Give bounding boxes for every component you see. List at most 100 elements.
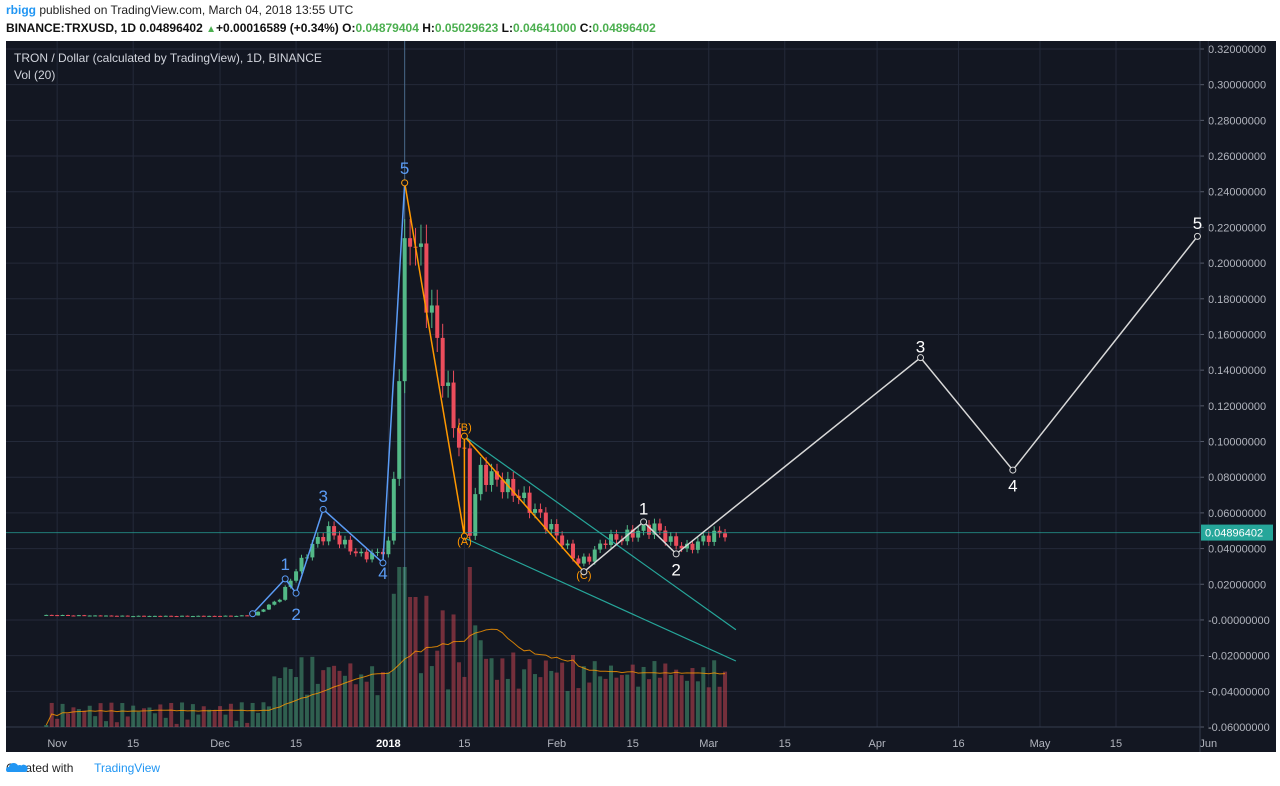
y-tick-label: 0.30000000 (1208, 80, 1266, 92)
candle-body (190, 616, 195, 618)
candle-body (71, 615, 76, 617)
volume-bar (147, 707, 152, 727)
candle-body (391, 478, 396, 541)
volume-bar (218, 706, 223, 727)
y-tick-label: -0.02000000 (1208, 651, 1270, 663)
candle-body (315, 537, 320, 544)
candle-body (277, 599, 282, 602)
y-tick-label: 0.20000000 (1208, 258, 1266, 270)
price-change: +0.00016589 (+0.34%) (216, 21, 339, 35)
volume-bar (641, 666, 646, 727)
candle-body (261, 609, 266, 612)
candle-body (104, 615, 109, 617)
volume-bar (516, 688, 521, 727)
volume-bar (636, 686, 641, 727)
price-chart[interactable]: 0.32000000 0.30000000 0.28000000 0.26000000… (6, 41, 1276, 752)
close-label: C: (579, 21, 593, 35)
ohlc-line: BINANCE:TRXUSD, 1D 0.04896402 ▲+0.000165… (6, 21, 656, 35)
volume-bar (467, 567, 472, 727)
last-price: 0.04896402 (139, 21, 203, 35)
x-tick-label: Dec (210, 738, 230, 750)
y-tick-label: 0.06000000 (1208, 508, 1266, 520)
candle-body (538, 509, 543, 513)
volume-bar (587, 682, 592, 727)
candle-body (402, 238, 407, 382)
candle-body (603, 543, 608, 545)
candle-body (571, 543, 575, 559)
channel-line (464, 537, 737, 662)
candle-body (549, 524, 554, 530)
high-value: 0.05029623 (434, 21, 499, 35)
candle-body (359, 551, 364, 554)
volume-bar (630, 664, 635, 727)
x-tick-label: Nov (47, 738, 67, 750)
candle-body (554, 524, 559, 536)
candle-body (706, 535, 711, 542)
volume-bar (207, 709, 212, 727)
volume-bar (478, 640, 483, 727)
candle-body (136, 615, 141, 617)
x-tick-label: 2018 (376, 738, 400, 750)
volume-bar (277, 678, 282, 727)
candle-body (114, 615, 119, 617)
candle-body (522, 492, 527, 499)
volume-bar (614, 677, 619, 727)
volume-bar (60, 703, 65, 727)
volume-bar (598, 676, 603, 727)
x-tick-label: Feb (547, 738, 566, 750)
candle-body (321, 537, 326, 542)
tradingview-link[interactable]: TradingView (94, 761, 161, 775)
volume-bar (342, 675, 347, 727)
candle-body (576, 558, 581, 564)
wave-point (672, 550, 680, 558)
candle-body (98, 615, 103, 617)
up-arrow-icon: ▲ (206, 24, 217, 35)
candle-body (690, 543, 695, 550)
chart-panel[interactable]: 0.32000000 0.30000000 0.28000000 0.26000000… (6, 41, 1276, 752)
candle-body (636, 530, 641, 538)
wave-label-white: 2 (671, 560, 680, 579)
volume-bar (114, 722, 119, 727)
candle-body (500, 479, 505, 493)
volume-bar (125, 716, 130, 727)
volume-bar (462, 676, 467, 727)
wave-point (281, 575, 289, 583)
candle-body (565, 543, 570, 546)
volume-bar (657, 677, 662, 727)
volume-bar (93, 716, 98, 727)
volume-bar (554, 672, 559, 727)
candle-body (717, 530, 722, 534)
chart-header: rbigg published on TradingView.com, Marc… (0, 0, 1280, 40)
volume-bar (522, 669, 527, 727)
volume-bar (717, 686, 722, 727)
candle-body (245, 615, 250, 617)
candle-body (609, 534, 614, 545)
wave-label-white: 3 (916, 337, 925, 356)
candle-body (370, 552, 375, 560)
volume-bar (619, 675, 624, 727)
candle-body (424, 243, 429, 313)
volume-bar (511, 652, 516, 727)
publisher-link[interactable]: rbigg (6, 3, 36, 17)
volume-bar (185, 719, 190, 727)
candle-body (511, 478, 516, 496)
volume-bar (234, 720, 239, 727)
symbol-label: BINANCE:TRXUSD, 1D (6, 21, 137, 35)
candle-body (657, 523, 662, 531)
y-tick-label: -0.00000000 (1208, 615, 1270, 627)
candle-body (478, 464, 483, 495)
wave-label-blue: 2 (291, 605, 300, 624)
candle-body (581, 556, 586, 564)
y-tick-label: 0.02000000 (1208, 579, 1266, 591)
candle-body (76, 615, 81, 617)
volume-bar (494, 679, 499, 727)
volume-bar (451, 614, 456, 727)
wave-point (640, 518, 648, 526)
candle-body (158, 615, 163, 617)
candle-body (299, 557, 304, 572)
last-price-label: 0.04896402 (1205, 528, 1263, 540)
volume-bar (723, 671, 728, 727)
volume-bar (288, 669, 293, 727)
volume-bar (408, 597, 413, 727)
volume-bar (652, 661, 657, 727)
